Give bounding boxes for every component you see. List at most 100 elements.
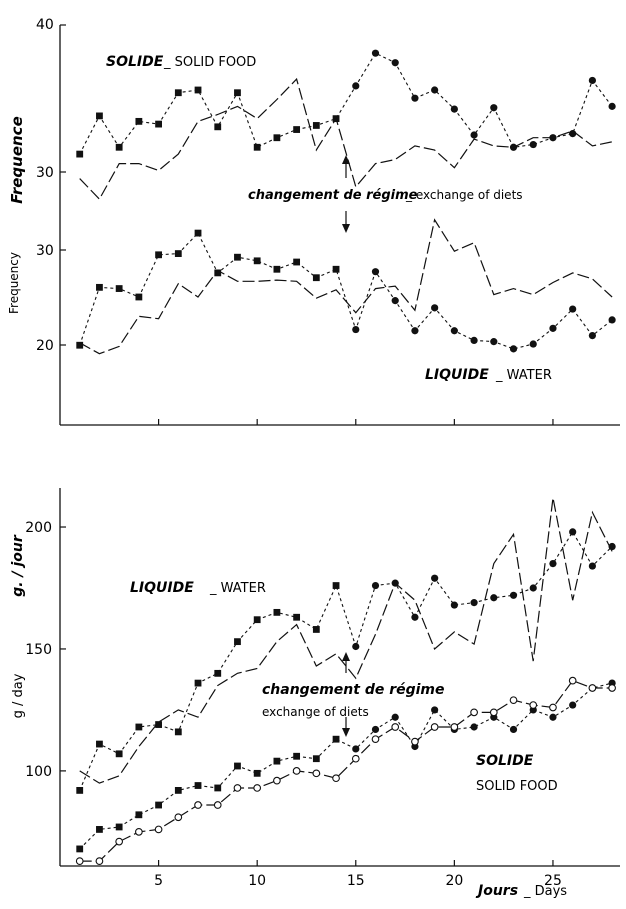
top-liquid-dot-28 [608, 316, 616, 324]
xlabel-main: Jours [475, 883, 518, 899]
ytick-30b: 30 [36, 243, 54, 259]
bottom-figure: 100 150 200 5 10 15 20 25 g. / jour g / day Jo… [10, 488, 620, 899]
bottom-food_dashed-dot-21 [470, 723, 478, 731]
bottom-water_dashed-dot-18 [411, 613, 419, 621]
top-solid-square-10 [253, 143, 261, 151]
bottom-food_dashed-square-14 [332, 735, 340, 743]
bottom-food_solid-open-dot-17 [391, 723, 400, 731]
bottom-water_dashed-dot-21 [470, 599, 478, 607]
top-liquid-dot-20 [450, 327, 458, 335]
top-liquid-dot-17 [391, 297, 399, 305]
bottom-water_dashed-square-14 [332, 582, 340, 589]
bottom-xtick-label-10: 10 [248, 873, 266, 889]
top-liquid-dot-21 [470, 336, 478, 345]
bottom-food_solid-open-dot-27 [588, 684, 597, 692]
top-solid-dashed_markers-line [79, 52, 613, 155]
top-liquid-dot-23 [509, 345, 518, 353]
bottom-water_dashed-square-1 [76, 787, 84, 794]
top-solid-square-9 [234, 89, 241, 97]
top-solid-square-12 [293, 126, 301, 133]
bottom-food_dashed-dot-23 [509, 725, 518, 734]
bottom-food_solid-open-dot-20 [450, 723, 459, 731]
bottom-food_dashed-dot-19 [431, 706, 439, 714]
bottom-water_dashed-square-3 [115, 750, 123, 758]
liquid-label-main: LIQUIDE [425, 367, 489, 383]
top-solid-dot-16 [371, 49, 380, 57]
bottom-ytick-label-200: 200 [25, 520, 52, 536]
top-liquid-dot-25 [549, 324, 557, 332]
bottom-food_solid-open-dot-1 [75, 857, 84, 865]
bottom-water_dashed-dot-19 [431, 574, 439, 582]
bottom-ytick-label-150: 150 [25, 642, 52, 658]
top-ylabel2: Frequency [7, 252, 21, 314]
top-liquid-dot-26 [569, 305, 577, 313]
top-liquid-square-14 [332, 265, 340, 273]
top-solid-series [76, 49, 616, 201]
bottom-series [75, 497, 616, 865]
bottom-water_dashed-square-6 [174, 728, 182, 736]
bottom-food_solid-open-dot-21 [470, 708, 478, 717]
bottom-water_dashed-line [79, 530, 613, 791]
top-liquid-square-2 [96, 283, 103, 291]
bottom-food_dashed-square-8 [214, 784, 222, 792]
bottom-food_solid-open-dot-12 [292, 767, 301, 775]
bottom-food_dashed-square-11 [273, 757, 281, 765]
bottom-food_dashed-square-1 [76, 845, 84, 853]
bottom-x-ticks: 5 10 15 20 25 [154, 860, 562, 889]
bottom-food_dashed-square-12 [293, 752, 301, 760]
bottom-water_dashed-dot-20 [450, 601, 458, 609]
bottom-annotation-arrows [342, 652, 350, 737]
bottom-food_solid-open-dot-18 [411, 737, 419, 746]
top-liquid-square-5 [155, 251, 162, 259]
bottom-food_solid-open-dot-23 [509, 696, 518, 705]
bottom-food_solid-open-dot-11 [273, 776, 281, 785]
bottom-food_solid-open-dot-22 [489, 708, 498, 717]
top-solid-square-7 [194, 86, 202, 94]
bottom-xtick-label-20: 20 [445, 873, 463, 889]
water-label-sub: _ WATER [209, 581, 266, 596]
top-solid-dot-24 [529, 140, 537, 149]
bottom-food_dashed-square-10 [253, 769, 261, 777]
top-solid-square-2 [96, 112, 103, 120]
bottom-food_dashed-square-9 [234, 762, 241, 770]
top-solid-dot-17 [391, 59, 399, 67]
top-liquid-solid_line-line [79, 218, 613, 355]
bottom-food_dashed-square-7 [194, 782, 202, 789]
bottom-ylabel2: g / day [11, 673, 26, 718]
bottom-food_dashed-dot-17 [391, 713, 399, 721]
bottom-food_solid-open-dot-19 [430, 723, 439, 731]
top-solid-square-8 [214, 123, 222, 131]
top-liquid-square-3 [115, 285, 123, 292]
solid-label-sub: _ SOLID FOOD [163, 55, 256, 70]
top-liquid-dot-19 [431, 304, 439, 312]
bottom-food_dashed-dot-15 [352, 745, 360, 753]
top-ylabel: Frequence [8, 116, 26, 204]
bottom-food_solid-open-dot-13 [312, 769, 321, 778]
ytick-30: 30 [36, 165, 54, 181]
ytick-40: 40 [36, 17, 54, 33]
bottom-water_solid-line [79, 497, 613, 784]
bottom-food_solid-open-dot-16 [371, 735, 380, 744]
bottom-water_dashed-dot-22 [490, 594, 498, 602]
top-solid-dot-22 [490, 104, 498, 112]
bottom-xtick-label-15: 15 [347, 873, 365, 889]
bottom-food_dashed-square-4 [135, 811, 143, 819]
top-solid-square-1 [76, 150, 84, 158]
bottom-food_dashed-square-2 [96, 826, 103, 833]
bottom-water_dashed-square-8 [214, 669, 222, 677]
top-solid-square-3 [115, 143, 123, 151]
top-liquid-dot-18 [411, 327, 419, 335]
top-annotation-sub: _ exchange of diets [405, 188, 523, 202]
bottom-food_solid-open-dot-5 [154, 825, 163, 834]
bottom-food_dashed-dot-26 [569, 701, 577, 709]
top-annotation-arrows [342, 155, 350, 233]
top-solid-square-11 [273, 134, 281, 142]
bottom-food_dashed-square-13 [312, 755, 320, 763]
top-solid-dot-15 [352, 82, 360, 90]
bottom-food_solid-open-dot-8 [213, 801, 222, 809]
bottom-xtick-label-25: 25 [544, 873, 562, 889]
bottom-water_dashed-square-4 [135, 723, 143, 731]
top-liquid-square-4 [135, 293, 143, 301]
bottom-food_solid-open-dot-10 [253, 784, 262, 792]
top-liquid-square-13 [312, 274, 320, 282]
